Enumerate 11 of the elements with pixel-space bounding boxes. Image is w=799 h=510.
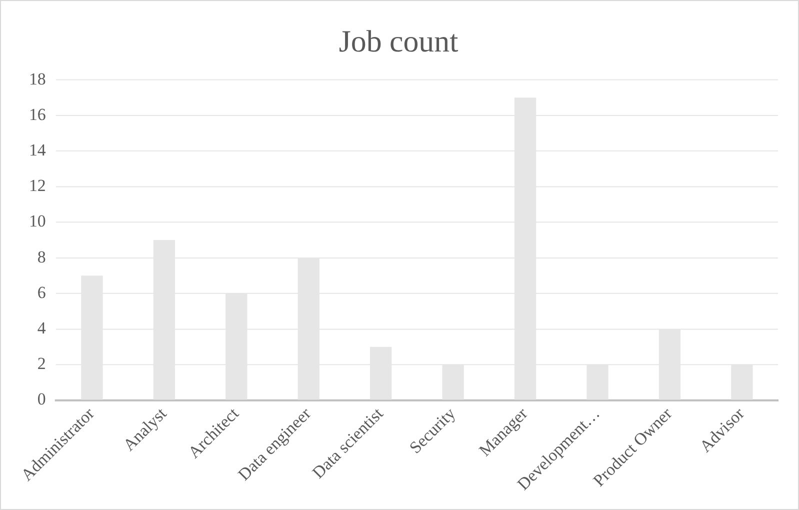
y-tick-label: 16 <box>28 104 46 124</box>
y-tick-label: 12 <box>28 176 46 196</box>
y-tick-label: 0 <box>37 390 46 409</box>
y-tick-label: 18 <box>28 69 46 88</box>
y-tick-label: 10 <box>28 212 46 231</box>
y-tick-label: 14 <box>28 140 46 160</box>
chart-title: Job count <box>338 24 459 59</box>
y-tick-label: 8 <box>37 247 46 266</box>
y-tick-label: 6 <box>37 282 46 302</box>
y-tick-label: 4 <box>37 318 46 338</box>
y-tick-label: 2 <box>37 354 46 374</box>
